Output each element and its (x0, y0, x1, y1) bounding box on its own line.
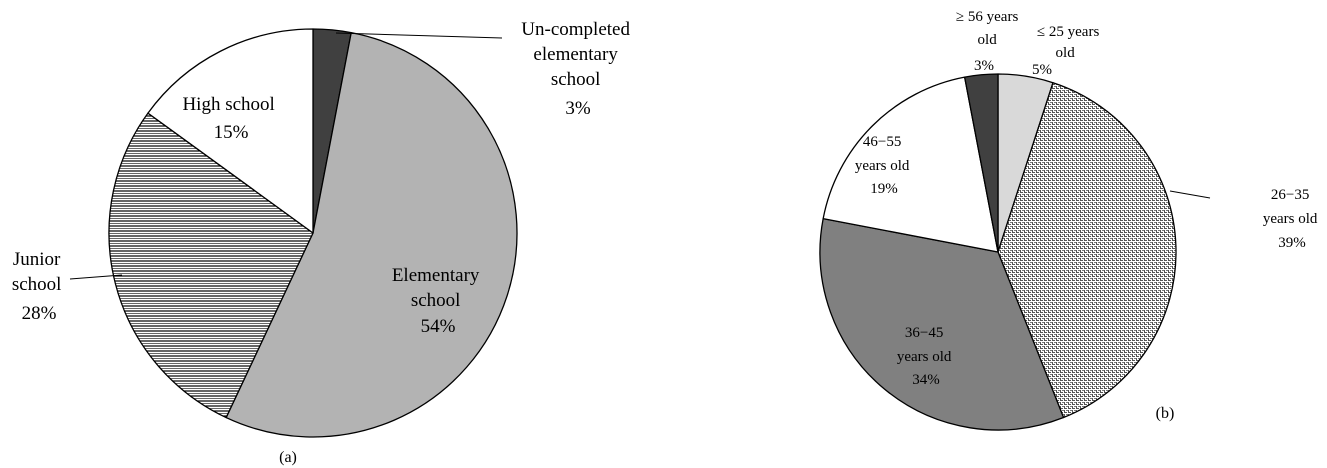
pie-slice-education-1 (225, 31, 518, 438)
pie-labels-education: Un-completed elementary school 3% Elemen… (12, 19, 634, 466)
slice-label-line: Junior (13, 249, 61, 270)
slice-value-label: 15% (214, 122, 249, 143)
slice-label-line: old (978, 32, 998, 48)
slice-label-le-25: ≤ 25 years old 5% (1032, 24, 1103, 78)
slice-value-label: 3% (565, 98, 591, 119)
slice-label-line: school (411, 290, 461, 311)
slice-label-line: ≤ 25 years (1037, 24, 1100, 40)
slice-label-line: years old (897, 349, 952, 365)
pie-labels-age: ≤ 25 years old 5% 26−35 years old 39% 36… (855, 9, 1321, 422)
slice-label-26-35: 26−35 years old 39% (1263, 187, 1321, 251)
slice-label-line: school (551, 69, 601, 90)
slice-label-46-55: 46−55 years old 19% (855, 134, 913, 197)
slice-label-line: High school (182, 94, 274, 115)
slice-value-label: 28% (22, 303, 57, 324)
panel-label-a: (a) (279, 449, 297, 466)
slice-value-label: 34% (912, 372, 940, 388)
slice-label-line: years old (855, 158, 910, 174)
slice-label-uncompleted: Un-completed elementary school 3% (521, 19, 634, 119)
slice-label-line: old (1056, 45, 1076, 61)
pie-slice-age-3 (822, 76, 999, 253)
slice-label-line: elementary (533, 44, 618, 65)
leader-line-uncompleted (335, 32, 503, 39)
slice-label-line: 36−45 (905, 325, 943, 341)
slice-label-junior: Junior school 28% (12, 249, 66, 324)
slice-value-label: 54% (421, 316, 456, 337)
slice-label-line: Un-completed (521, 19, 630, 40)
slice-label-line: 26−35 (1271, 187, 1309, 203)
pie-slice-age-1 (997, 82, 1177, 419)
panel-label-b: (b) (1156, 405, 1175, 422)
slice-label-line: years old (1263, 211, 1318, 227)
slice-label-elementary: Elementary school 54% (392, 265, 484, 337)
leader-line-junior (69, 274, 123, 280)
slice-label-line: ≥ 56 years (956, 9, 1019, 25)
slice-value-label: 39% (1278, 235, 1306, 251)
slice-label-36-45: 36−45 years old 34% (897, 325, 955, 388)
pie-slice-age-2 (819, 217, 1065, 431)
pie-chart-age (819, 73, 1177, 431)
slice-label-ge-56: ≥ 56 years old 3% (956, 9, 1022, 74)
pie-slice-age-4 (963, 73, 999, 253)
slice-value-label: 19% (870, 181, 898, 197)
leader-line-26-35 (1169, 190, 1211, 199)
slice-label-line: school (12, 274, 62, 295)
slice-label-high-school: High school 15% (182, 94, 279, 143)
pie-chart-education (108, 28, 518, 438)
pie-slice-education-2 (108, 112, 314, 419)
slice-label-line: Elementary (392, 265, 480, 286)
pie-slice-education-3 (147, 28, 314, 234)
slice-label-line: 46−55 (863, 134, 901, 150)
slice-value-label: 3% (974, 58, 994, 74)
slice-value-label: 5% (1032, 62, 1052, 78)
